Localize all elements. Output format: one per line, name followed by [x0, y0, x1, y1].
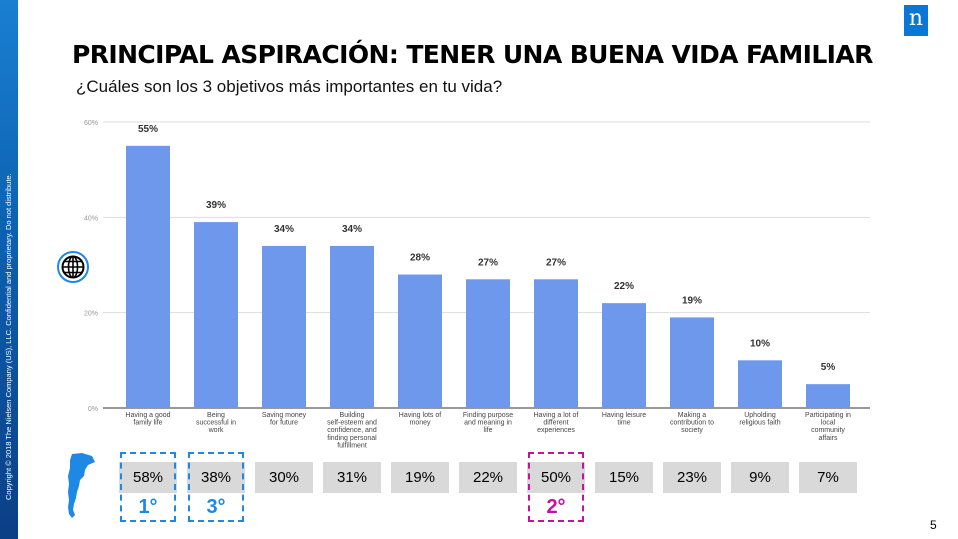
x-tick-label-line: life [484, 427, 493, 434]
page-number: 5 [930, 518, 937, 532]
local-result-box: 15% [595, 462, 653, 493]
bar [262, 245, 306, 408]
argentina-map-icon [68, 453, 95, 518]
y-tick-label: 20% [84, 311, 98, 318]
local-result-box: 38% [187, 462, 245, 493]
rank-label: 1° [138, 496, 158, 518]
x-tick-label-line: society [681, 427, 703, 434]
local-result-box: 30% [255, 462, 313, 493]
bar [398, 274, 442, 408]
bar [602, 303, 646, 408]
x-tick-label-line: and meaning in [464, 420, 512, 427]
x-tick-label-line: finding personal [327, 435, 377, 442]
data-label: 39% [206, 200, 226, 211]
rank-highlight [120, 452, 176, 522]
data-label: 34% [274, 224, 294, 235]
local-result-box: 58% [119, 462, 177, 493]
rank-highlight [188, 452, 244, 522]
bar [126, 145, 170, 409]
rank-label: 2° [546, 496, 566, 518]
x-tick-label: Participating in local community affairs [805, 412, 851, 442]
x-tick-label-line: different [543, 420, 568, 427]
y-tick-label: 40% [84, 215, 98, 222]
local-result-box: 31% [323, 462, 381, 493]
globe-icon [57, 251, 89, 283]
x-tick-label-line: for future [270, 420, 298, 427]
local-result-box: 7% [799, 462, 857, 493]
side-bar: Copyright © 2018 The Nielsen Company (US… [0, 0, 18, 539]
x-tick-label-line: experiences [537, 427, 575, 434]
page-subtitle: ¿Cuáles son los 3 objetivos más importan… [76, 77, 503, 96]
nielsen-logo: n [904, 5, 928, 36]
local-result-box: 19% [391, 462, 449, 493]
x-tick-label-line: Being [207, 412, 225, 419]
x-tick-label-line: Finding purpose [463, 412, 513, 419]
data-label: 10% [750, 338, 770, 349]
data-label: 5% [821, 362, 836, 373]
x-tick-label-line: money [409, 420, 431, 427]
data-label: 27% [478, 257, 498, 268]
bar [806, 384, 850, 408]
data-label: 27% [546, 257, 566, 268]
x-tick-label-line: local [821, 420, 836, 427]
x-tick-label: Having a good family life [125, 412, 170, 427]
x-tick-label-line: confidence, and [327, 427, 377, 434]
y-tick-label: 0% [88, 406, 98, 413]
y-tick-label: 60% [84, 120, 98, 127]
data-label: 55% [138, 124, 158, 135]
bar [670, 317, 714, 408]
x-tick-label: Upholding religious faith [739, 412, 780, 427]
x-tick-label-line: Having lots of [399, 412, 441, 419]
x-tick-label-line: Making a [678, 412, 707, 419]
x-tick-label-line: fulfillment [337, 442, 367, 449]
x-tick-label-line: Saving money [262, 412, 307, 419]
data-label: 19% [682, 295, 702, 306]
x-tick-label-line: Having a good [125, 412, 170, 419]
x-tick-label-line: work [208, 427, 224, 434]
x-tick-label-line: affairs [819, 435, 838, 442]
x-tick-label: Making a contribution to society [670, 412, 714, 434]
x-tick-label-line: Building [340, 412, 365, 419]
local-result-box: 23% [663, 462, 721, 493]
local-result-box: 50% [527, 462, 585, 493]
x-tick-label-line: successful in [196, 420, 236, 427]
x-tick-label-line: Having a lot of [534, 412, 579, 419]
local-result-box: 9% [731, 462, 789, 493]
bar [534, 279, 578, 408]
bar [194, 222, 238, 408]
bar [330, 245, 374, 408]
x-tick-label-line: Upholding [744, 412, 776, 419]
local-result-box: 22% [459, 462, 517, 493]
x-tick-label: Having leisure time [602, 412, 646, 427]
x-tick-label-line: time [617, 420, 630, 427]
rank-highlight [528, 452, 584, 522]
x-tick-label-line: religious faith [739, 420, 780, 427]
x-tick-label: Building self-esteem and confidence, and fi… [327, 412, 377, 449]
x-tick-label-line: contribution to [670, 420, 714, 427]
data-label: 22% [614, 281, 634, 292]
rank-label: 3° [206, 496, 226, 518]
x-tick-label: Saving money for future [262, 412, 307, 427]
page-title: PRINCIPAL ASPIRACIÓN: TENER UNA BUENA VI… [72, 40, 873, 69]
x-tick-label-line: community [811, 427, 845, 434]
data-label: 34% [342, 224, 362, 235]
x-tick-label: Having a lot of different experiences [534, 412, 579, 434]
x-tick-label: Having lots of money [399, 412, 441, 427]
x-tick-label-line: Participating in [805, 412, 851, 419]
x-tick-label-line: family life [133, 420, 162, 427]
bar [738, 360, 782, 408]
x-tick-label-line: self-esteem and [327, 420, 377, 427]
x-tick-label: Finding purpose and meaning in life [463, 412, 513, 434]
x-tick-label: Being successful in work [196, 412, 236, 434]
data-label: 28% [410, 253, 430, 264]
bar [466, 279, 510, 408]
x-tick-label-line: Having leisure [602, 412, 646, 419]
